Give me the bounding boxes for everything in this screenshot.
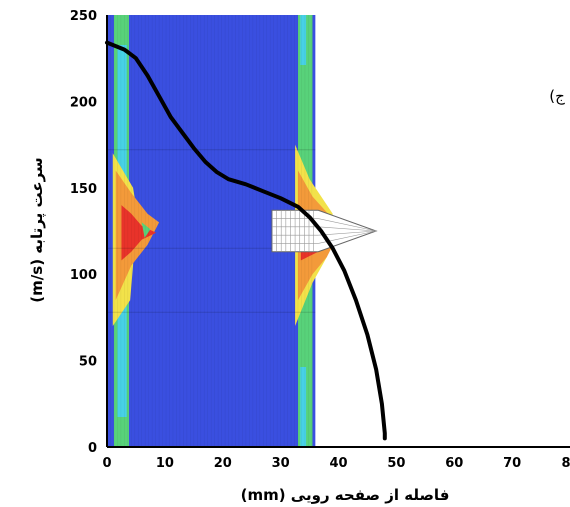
y-tick-labels: 0 50 100 150 200 250 [70, 9, 97, 456]
x-axis-label: فاصله از صفحه رویی (mm) [241, 486, 450, 504]
y-axis-label: سرعت پرتابه (m/s) [28, 157, 47, 302]
projectile-mesh-line [318, 230, 377, 236]
y-tick-label: 100 [70, 268, 97, 283]
projectile-mesh-line [318, 218, 377, 232]
right-cyan-band-top [300, 15, 307, 65]
axes [106, 15, 570, 448]
x-tick-label: 30 [272, 456, 290, 471]
y-tick-label: 0 [88, 441, 97, 456]
x-tick-label: 10 [156, 456, 174, 471]
x-tick-labels: 0 10 20 30 40 50 60 70 8 [102, 456, 570, 471]
x-tick-label: 20 [214, 456, 232, 471]
y-tick-label: 250 [70, 9, 97, 24]
x-tick-label: 70 [503, 456, 521, 471]
x-tick-label: 60 [445, 456, 463, 471]
left-red-zone [121, 205, 157, 261]
projectile-mesh [271, 209, 378, 253]
x-tick-label: 40 [329, 456, 347, 471]
y-tick-label: 50 [79, 355, 97, 370]
panel-label: ج) [549, 87, 565, 106]
projectile-mesh-line [318, 226, 377, 232]
left-green-spot [141, 222, 151, 238]
y-tick-label: 200 [70, 95, 97, 110]
series-line [105, 40, 387, 441]
series-layer [105, 40, 387, 441]
x-tick-label: 8 [561, 456, 570, 471]
projectile-outline [271, 209, 378, 253]
x-tick-label: 0 [102, 456, 111, 471]
mesh-lines [107, 15, 316, 447]
x-tick-label: 50 [387, 456, 405, 471]
y-tick-label: 150 [70, 182, 97, 197]
right-cyan-band-bottom [300, 367, 307, 447]
